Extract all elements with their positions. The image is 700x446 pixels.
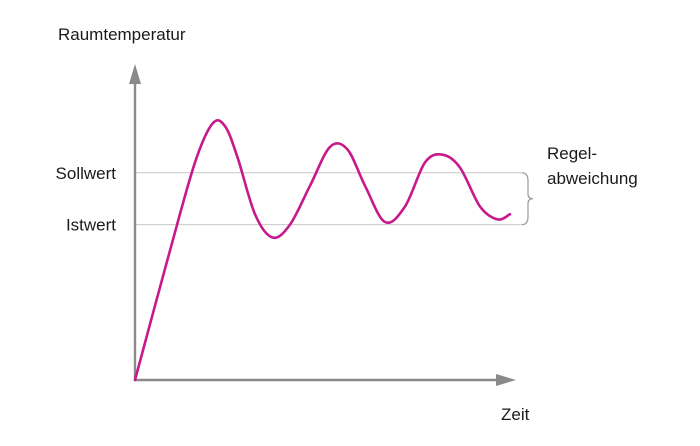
- reference-lines: [135, 172, 522, 226]
- deviation-brace: [521, 172, 534, 226]
- y-tick-label-sollwert: Sollwert: [56, 164, 117, 183]
- temperature-curve: [133, 118, 512, 382]
- annotation-line-1: Regel-: [547, 144, 597, 163]
- y-axis-arrowhead: [129, 64, 141, 84]
- y-axis-label: Raumtemperatur: [58, 25, 186, 44]
- x-axis-label: Zeit: [501, 405, 530, 424]
- x-axis-arrowhead: [496, 374, 516, 386]
- y-tick-label-istwert: Istwert: [66, 216, 116, 235]
- axes: [129, 64, 516, 386]
- annotation-line-2: abweichung: [547, 169, 638, 188]
